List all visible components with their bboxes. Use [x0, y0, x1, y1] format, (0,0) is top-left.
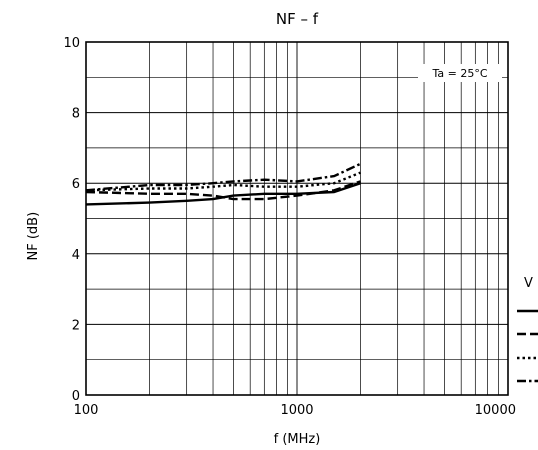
plot-frame — [85, 41, 509, 396]
series-line-dashed — [85, 180, 361, 201]
y-tick-label: 8 — [72, 107, 80, 122]
x-tick-label: 10000 — [475, 403, 516, 418]
annotation: Ta = 25°C — [431, 67, 487, 80]
y-tick-label: 0 — [72, 389, 80, 404]
x-tick-labels: 100 1000 10000 — [74, 403, 516, 418]
annotation-background — [418, 64, 502, 82]
grid-major — [86, 42, 508, 395]
x-tick-label: 1000 — [280, 403, 313, 418]
series-line-dashdot — [85, 162, 362, 192]
y-tick-label: 10 — [63, 36, 80, 51]
y-tick-labels: 0 2 4 6 8 10 — [63, 36, 80, 404]
x-tick-label: 100 — [74, 403, 99, 418]
x-axis-label: f (MHz) — [274, 432, 321, 447]
y-axis-label: NF (dB) — [26, 212, 41, 261]
series-layer — [85, 162, 362, 206]
annotation-box: Ta = 25°C — [418, 64, 502, 82]
legend: V — [517, 276, 538, 383]
chart-title: NF – f — [276, 10, 319, 28]
y-tick-label: 2 — [72, 318, 80, 333]
y-tick-label: 4 — [72, 248, 80, 263]
y-tick-label: 6 — [72, 177, 80, 192]
legend-title: V — [524, 276, 533, 291]
